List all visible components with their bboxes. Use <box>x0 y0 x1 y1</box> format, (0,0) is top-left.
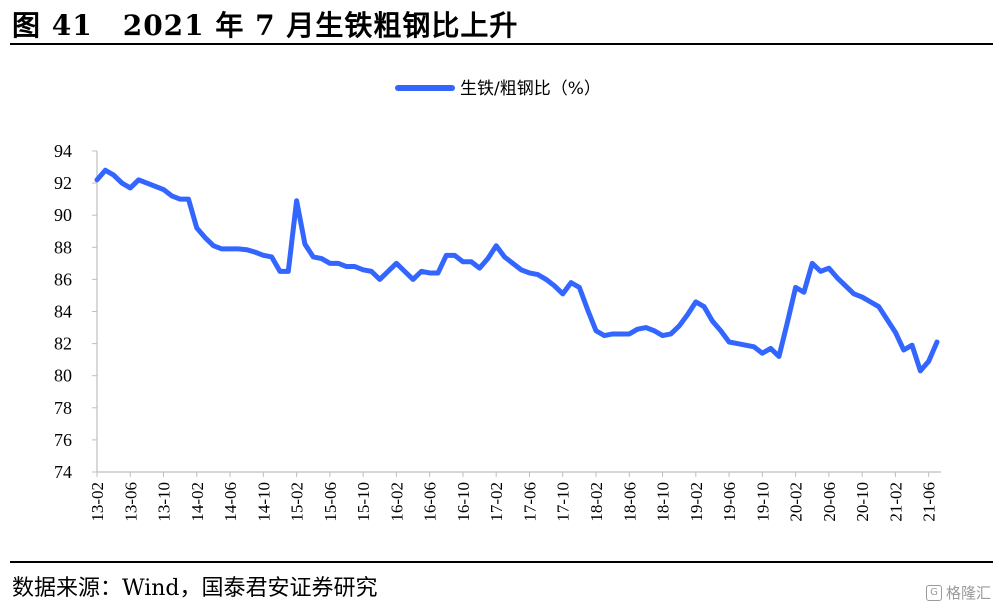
y-tick-label: 76 <box>54 430 72 450</box>
x-tick-label: 13-02 <box>88 482 107 522</box>
bottom-rule <box>10 561 993 563</box>
x-tick-label: 16-10 <box>454 482 473 522</box>
watermark-logo-icon: G <box>925 584 942 601</box>
x-tick-label: 20-06 <box>820 482 839 522</box>
x-tick-label: 17-02 <box>487 482 506 522</box>
data-points <box>96 170 938 371</box>
x-tick-label: 21-02 <box>886 482 905 522</box>
x-tick-label: 20-02 <box>787 482 806 522</box>
x-tick-label: 21-06 <box>920 482 939 522</box>
x-tick-label: 16-06 <box>421 482 440 522</box>
y-tick-label: 82 <box>54 334 72 354</box>
x-tick-label: 15-10 <box>354 482 373 522</box>
x-tick-label: 19-10 <box>753 482 772 522</box>
y-axis: 74 76 78 80 82 84 86 88 90 92 94 <box>54 141 97 482</box>
x-tick-label: 17-06 <box>520 482 539 522</box>
x-tick-label: 16-02 <box>387 482 406 522</box>
x-tick-label: 19-02 <box>687 482 706 522</box>
y-tick-label: 90 <box>54 205 72 225</box>
x-tick-label: 17-10 <box>554 482 573 522</box>
x-axis: 13-02 13-06 13-10 14-02 14-06 14-10 15-02 15-06… <box>88 472 939 522</box>
figure-title-text: 2021 年 7 月生铁粗钢比上升 <box>122 9 519 42</box>
y-tick-label: 84 <box>54 302 72 322</box>
x-tick-label: 14-02 <box>188 482 207 522</box>
legend-label: 生铁/粗钢比（%） <box>460 79 601 99</box>
x-tick-label: 14-10 <box>254 482 273 522</box>
watermark-text: 格隆汇 <box>945 584 991 602</box>
y-tick-label: 80 <box>54 366 72 386</box>
x-tick-label: 18-10 <box>654 482 673 522</box>
y-tick-label: 74 <box>54 462 72 482</box>
figure-title: 图 41 2021 年 7 月生铁粗钢比上升 <box>12 4 518 44</box>
y-tick-label: 86 <box>54 269 72 289</box>
source-note: 数据来源：Wind，国泰君安证券研究 <box>12 576 378 601</box>
watermark: G 格隆汇 <box>925 582 991 603</box>
top-rule <box>10 43 993 45</box>
y-tick-label: 94 <box>54 141 72 161</box>
y-tick-label: 78 <box>54 398 72 418</box>
y-tick-label: 92 <box>54 173 72 193</box>
x-tick-label: 18-02 <box>587 482 606 522</box>
x-tick-label: 15-06 <box>321 482 340 522</box>
y-tick-label: 88 <box>54 237 72 257</box>
axes <box>96 151 941 473</box>
x-tick-label: 19-06 <box>720 482 739 522</box>
x-tick-label: 13-06 <box>121 482 140 522</box>
x-tick-label: 14-06 <box>221 482 240 522</box>
x-tick-label: 15-02 <box>288 482 307 522</box>
legend: 生铁/粗钢比（%） <box>395 79 601 99</box>
x-tick-label: 18-06 <box>620 482 639 522</box>
x-tick-label: 13-10 <box>155 482 174 522</box>
figure-number: 图 41 <box>12 9 93 42</box>
x-tick-label: 20-10 <box>853 482 872 522</box>
series-line-pig-iron-crude-steel-ratio <box>94 167 940 374</box>
